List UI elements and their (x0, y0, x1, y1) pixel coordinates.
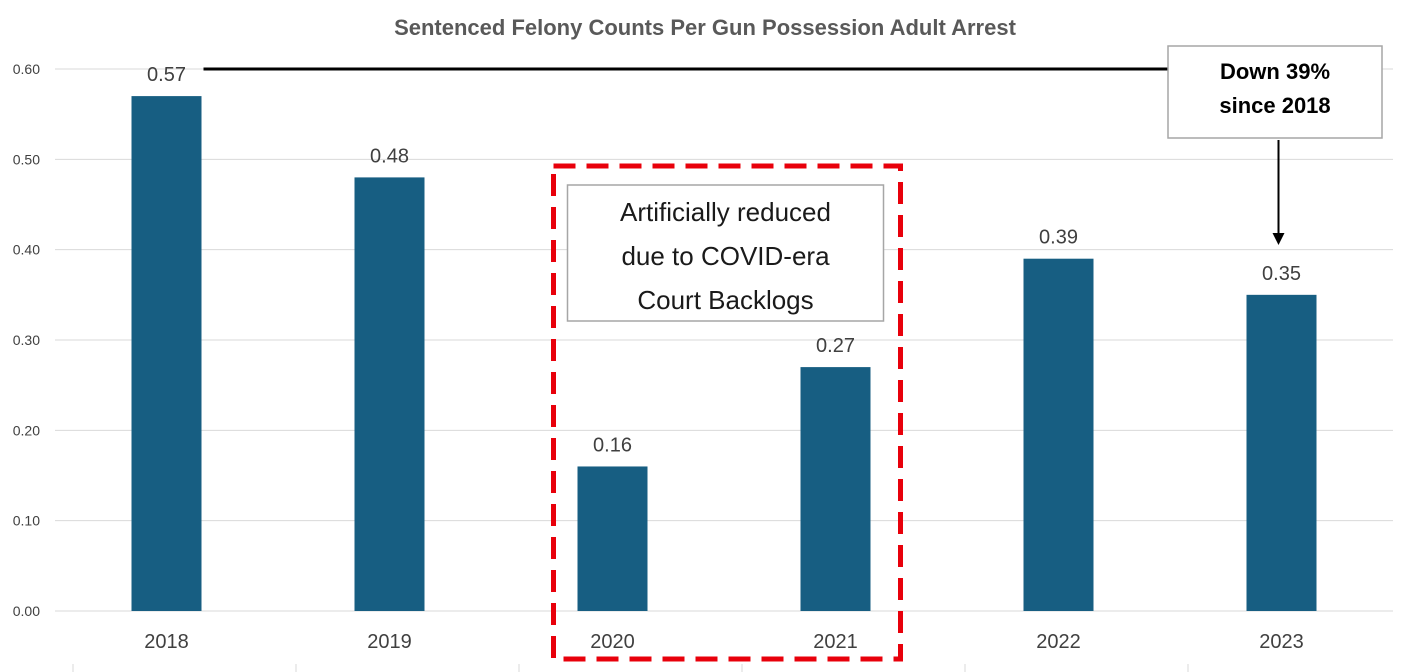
callout-line: Down 39% (1220, 59, 1330, 84)
callout-line: since 2018 (1219, 93, 1330, 118)
bar-2019 (354, 177, 425, 611)
data-label-2023: 0.35 (1262, 263, 1301, 285)
data-labels: 0.57 0.48 0.16 0.27 0.39 0.35 (147, 64, 1301, 456)
callout-arrow-head (1272, 233, 1285, 245)
bar-2018 (131, 96, 202, 612)
x-tick-label-2020: 2020 (590, 631, 635, 653)
bar-2021 (800, 367, 871, 611)
bar-2020 (577, 466, 648, 611)
covid-annotation: Artificially reduced due to COVID-era Cour… (551, 163, 903, 662)
bar-2023 (1246, 294, 1317, 611)
y-tick-label: 0.10 (13, 513, 40, 529)
x-tick-label-2019: 2019 (367, 631, 412, 653)
y-tick-label: 0.00 (13, 603, 40, 619)
covid-annotation-line: Artificially reduced (620, 197, 831, 227)
data-label-2020: 0.16 (593, 434, 632, 456)
covid-annotation-line: Court Backlogs (637, 285, 813, 315)
bar-2022 (1023, 258, 1094, 611)
data-label-2018: 0.57 (147, 64, 186, 86)
data-label-2021: 0.27 (816, 335, 855, 357)
y-tick-label: 0.60 (13, 61, 40, 77)
bars (131, 96, 1317, 612)
covid-dashed-box (551, 163, 903, 662)
gridlines (55, 68, 1393, 612)
x-tick-label-2021: 2021 (813, 631, 858, 653)
x-tick-label-2022: 2022 (1036, 631, 1081, 653)
y-tick-label: 0.30 (13, 332, 40, 348)
x-tick-label-2023: 2023 (1259, 631, 1304, 653)
callout-box (1167, 45, 1383, 139)
data-label-2022: 0.39 (1039, 227, 1078, 249)
y-tick-label: 0.50 (13, 151, 40, 167)
covid-text-box (566, 184, 885, 322)
y-tick-label: 0.40 (13, 242, 40, 258)
x-axis: 2018 2019 2020 2021 2022 2023 (72, 631, 1304, 672)
data-label-2019: 0.48 (370, 145, 409, 167)
y-tick-label: 0.20 (13, 422, 40, 438)
covid-annotation-line: due to COVID-era (621, 241, 830, 271)
chart-title: Sentenced Felony Counts Per Gun Possessi… (394, 15, 1016, 40)
y-axis: 0.00 0.10 0.20 0.30 0.40 0.50 0.60 (13, 61, 40, 619)
callout-annotation: Down 39% since 2018 (203, 45, 1383, 245)
x-tick-label-2018: 2018 (144, 631, 189, 653)
